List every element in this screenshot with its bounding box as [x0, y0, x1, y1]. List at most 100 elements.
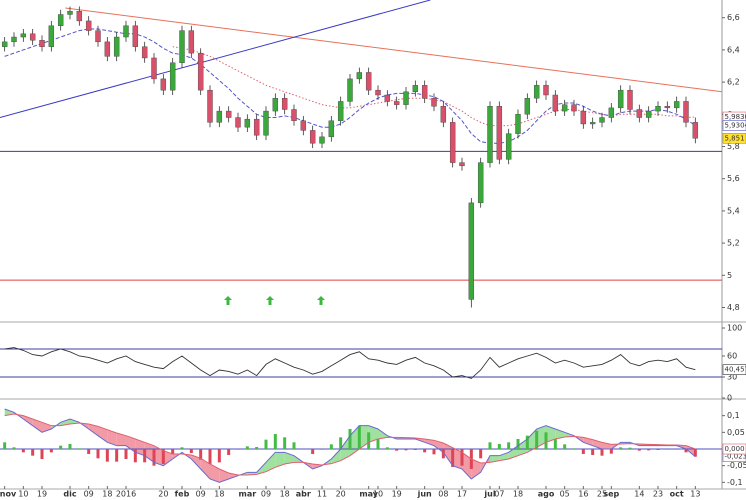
- candle-body: [543, 85, 549, 96]
- candle-body: [20, 33, 27, 38]
- histogram-bar: [479, 449, 483, 459]
- candle-body: [151, 57, 157, 80]
- y-tick-label: 6,6: [727, 13, 740, 22]
- histogram-bar: [68, 444, 72, 449]
- histogram-bar: [227, 449, 231, 455]
- macd-fill: [275, 452, 285, 468]
- macd-fill: [116, 433, 126, 446]
- histogram-bar: [600, 449, 604, 456]
- histogram-bar: [413, 449, 417, 450]
- x-tick-label: 19: [392, 490, 402, 499]
- macd-line: [4, 408, 696, 483]
- histogram-bar: [59, 445, 63, 449]
- histogram-bar: [647, 449, 651, 451]
- candle-body: [76, 11, 83, 22]
- histogram-bar: [628, 447, 632, 449]
- macd-fill: [210, 464, 220, 483]
- x-tick-label: 14: [634, 490, 644, 499]
- candle-body: [627, 89, 633, 110]
- candle-body: [244, 118, 251, 128]
- histogram-bar: [395, 449, 399, 451]
- y-tick-label: 5,2: [727, 239, 740, 248]
- candle-body: [580, 110, 587, 125]
- candle-body: [85, 20, 92, 31]
- last-value-label: 5,851: [725, 134, 745, 142]
- candle-body: [552, 94, 559, 112]
- histogram-bar: [675, 449, 679, 450]
- histogram-bar: [516, 439, 520, 449]
- x-tick-label: oct: [670, 490, 684, 499]
- buy-arrow: [224, 296, 232, 305]
- histogram-bar: [553, 439, 557, 449]
- histogram-bar: [507, 442, 511, 449]
- x-tick-label: 09: [84, 490, 94, 499]
- macd-fill: [163, 450, 173, 466]
- x-tick-label: 09: [196, 490, 206, 499]
- candle-body: [1, 41, 8, 47]
- x-tick-label: ago: [538, 490, 555, 499]
- macd-fill: [23, 415, 33, 426]
- candle-body: [664, 106, 671, 109]
- histogram-bar: [40, 449, 44, 459]
- y-tick-label: 5,4: [727, 206, 740, 215]
- histogram-bar: [189, 449, 193, 453]
- y-tick-label: -0,1: [727, 478, 743, 487]
- histogram-bar: [3, 442, 7, 449]
- x-tick-label: 05: [560, 490, 570, 499]
- histogram-bar: [367, 432, 371, 449]
- histogram-bar: [12, 447, 16, 449]
- x-tick-label: 07: [494, 490, 504, 499]
- last-value-box: [722, 132, 746, 144]
- histogram-bar: [217, 449, 221, 463]
- candle-body: [673, 101, 680, 109]
- candle-body: [645, 110, 652, 118]
- candle-body: [403, 91, 409, 105]
- histogram-bar: [684, 449, 688, 453]
- candle-body: [505, 133, 512, 160]
- y-tick-label: -0,05: [727, 461, 746, 470]
- x-tick-label: 16: [578, 490, 588, 499]
- x-tick-label: jul: [483, 490, 495, 499]
- histogram-bar: [329, 444, 333, 449]
- x-tick-label: 18: [513, 490, 523, 499]
- y-tick-label: 5,8: [727, 142, 740, 151]
- x-tick-label: dic: [63, 490, 76, 499]
- macd-fill: [331, 449, 341, 464]
- x-tick-label: 2016: [116, 490, 136, 499]
- rsi-line: [4, 347, 696, 379]
- x-tick-label: 23: [653, 490, 663, 499]
- candle-body: [11, 36, 17, 43]
- candle-body: [179, 30, 185, 63]
- candle-body: [272, 98, 279, 112]
- histogram-bar: [339, 437, 343, 449]
- histogram-bar: [31, 449, 35, 456]
- macd-line: [4, 413, 696, 476]
- histogram-bar: [581, 449, 585, 454]
- candle-body: [95, 30, 101, 43]
- histogram-bar: [376, 439, 380, 449]
- x-tick-label: jun: [417, 490, 432, 499]
- candle-body: [104, 41, 111, 57]
- last-value-label: 40,457: [725, 366, 746, 374]
- macd-fill: [126, 435, 136, 453]
- x-tick-label: 20: [336, 490, 346, 499]
- histogram-bar: [171, 449, 175, 454]
- price-plot: [0, 0, 722, 308]
- histogram-bar: [563, 444, 567, 449]
- candle-body: [328, 120, 335, 138]
- candle-body: [160, 78, 167, 91]
- candle-body: [431, 98, 437, 107]
- candle-body: [123, 25, 129, 38]
- candle-body: [48, 25, 55, 47]
- moving-average: [4, 28, 696, 144]
- last-value-label: 5,9830: [725, 113, 746, 121]
- macd-fill: [200, 458, 210, 479]
- histogram-bar: [656, 449, 660, 450]
- candle-body: [496, 106, 503, 160]
- histogram-bar: [255, 447, 259, 449]
- macd-fill: [32, 419, 42, 433]
- candle-body: [449, 122, 456, 163]
